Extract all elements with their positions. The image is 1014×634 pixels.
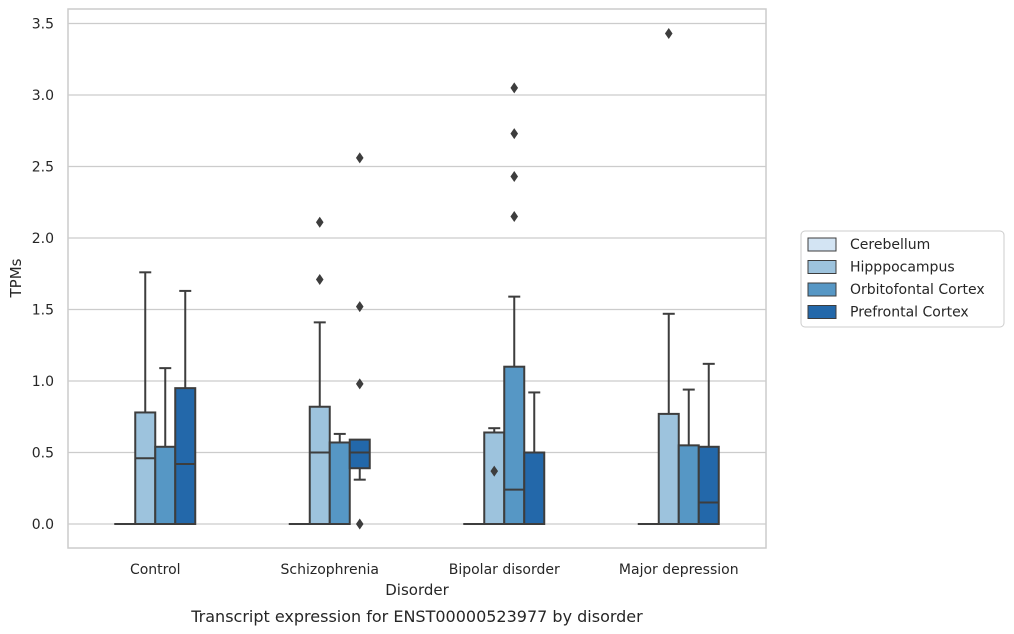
box-plot xyxy=(697,362,720,525)
box xyxy=(483,431,506,526)
box-plot xyxy=(523,391,546,525)
legend-label: Cerebellum xyxy=(850,237,930,253)
x-axis-ticks: Control Schizophrenia Bipolar disorder Majo… xyxy=(130,562,739,578)
legend-swatch xyxy=(807,305,837,319)
y-tick-label: 1.0 xyxy=(32,374,54,390)
box-plot xyxy=(174,289,197,525)
box xyxy=(523,451,546,525)
box xyxy=(134,411,157,525)
y-axis-label: TPMs xyxy=(7,258,25,298)
y-tick-label: 2.0 xyxy=(32,231,54,247)
x-tick-label: Control xyxy=(130,562,181,578)
outlier-point xyxy=(510,171,519,183)
legend-label: Hipppocampus xyxy=(850,260,955,276)
outlier-point xyxy=(355,378,364,390)
plot-area-frame xyxy=(67,8,767,549)
y-tick-label: 1.5 xyxy=(32,303,54,319)
outlier-point xyxy=(315,216,324,228)
outlier-point xyxy=(355,518,364,530)
outlier-point xyxy=(510,82,519,94)
box-plot xyxy=(483,427,506,526)
legend-swatch xyxy=(807,282,837,297)
box-plot xyxy=(348,152,371,530)
box-plot xyxy=(677,388,700,526)
legend-swatch xyxy=(807,260,837,274)
outlier-point xyxy=(510,128,519,140)
chart-caption: Transcript expression for ENST0000052397… xyxy=(190,607,643,626)
box xyxy=(154,445,177,525)
box-plots xyxy=(114,28,720,530)
box xyxy=(328,441,351,525)
legend-label: Orbitofontal Cortex xyxy=(850,282,985,298)
box xyxy=(308,405,331,525)
legend-label: Prefrontal Cortex xyxy=(850,305,969,321)
y-axis-ticks: 0.0 0.5 1.0 1.5 2.0 2.5 3.0 3.5 xyxy=(32,17,54,534)
box-plot xyxy=(308,216,331,525)
box xyxy=(503,365,526,526)
outlier-point xyxy=(315,273,324,285)
y-tick-label: 0.0 xyxy=(32,517,54,533)
box-plot xyxy=(503,82,526,526)
box xyxy=(677,444,700,526)
y-tick-label: 2.5 xyxy=(32,160,54,176)
outlier-point xyxy=(355,152,364,164)
box xyxy=(657,412,680,526)
box-plot xyxy=(657,28,680,526)
outlier-point xyxy=(664,28,673,40)
box xyxy=(174,387,197,525)
box-plot xyxy=(328,432,351,525)
box xyxy=(697,445,720,525)
x-tick-label: Bipolar disorder xyxy=(449,562,560,578)
box xyxy=(348,438,371,470)
legend-frame xyxy=(800,230,1005,328)
y-tick-label: 3.5 xyxy=(32,17,54,33)
x-tick-label: Major depression xyxy=(619,562,739,578)
outlier-point xyxy=(510,211,519,223)
legend-swatch xyxy=(807,237,837,252)
box-plot xyxy=(154,367,177,525)
y-tick-label: 3.0 xyxy=(32,88,54,104)
y-tick-label: 0.5 xyxy=(32,446,54,462)
outlier-point xyxy=(490,465,499,477)
x-axis-label: Disorder xyxy=(385,581,449,599)
legend: Cerebellum Hipppocampus Orbitofontal Corte… xyxy=(800,230,1005,328)
box-plot xyxy=(134,271,157,525)
x-tick-label: Schizophrenia xyxy=(281,562,379,578)
outlier-point xyxy=(355,301,364,313)
